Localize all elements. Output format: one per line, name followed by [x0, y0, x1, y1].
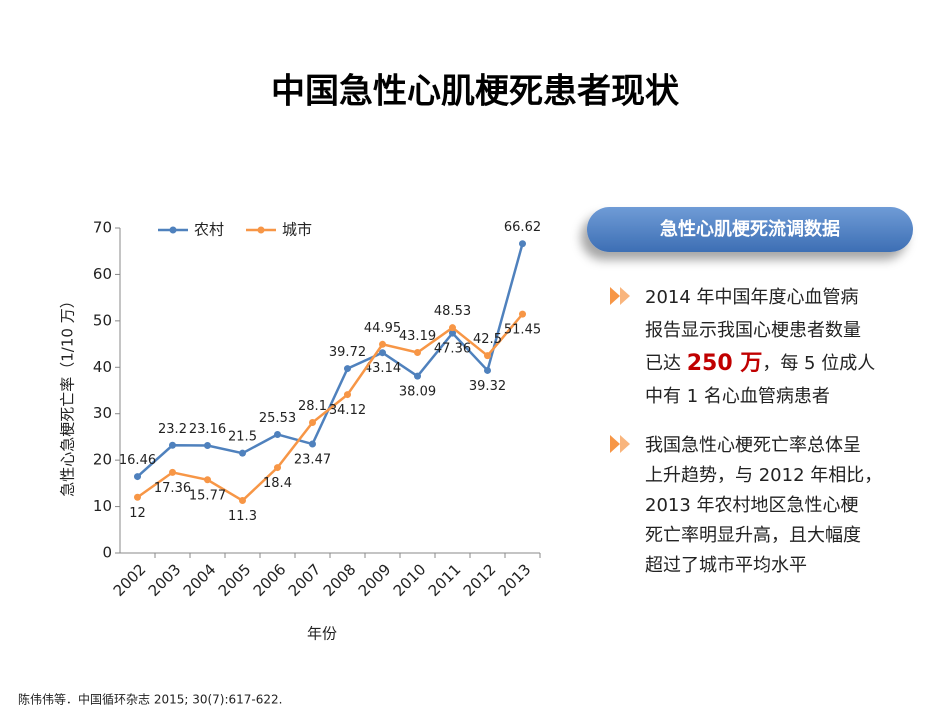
- data-label: 17.36: [154, 481, 191, 496]
- point: [519, 240, 526, 248]
- y-tick-label: 50: [93, 311, 112, 329]
- bullet-icon: [610, 287, 630, 453]
- point: [449, 329, 456, 337]
- point: [239, 497, 246, 505]
- bullet-line: 中有 1 名心血管病患者: [645, 386, 830, 407]
- bullet-line: 已达 250 万，每 5 位成人: [645, 351, 875, 376]
- point: [309, 440, 316, 448]
- point: [414, 372, 421, 380]
- data-label: 39.32: [469, 379, 506, 394]
- point: [309, 419, 316, 427]
- y-axis-title: 急性心急梗死亡率（1/10 万）: [59, 293, 77, 496]
- y-tick-label: 60: [93, 265, 112, 283]
- point: [379, 340, 386, 348]
- data-label: 25.53: [259, 411, 296, 426]
- x-tick-label: 2004: [180, 560, 220, 600]
- point: [449, 324, 456, 332]
- x-tick-label: 2013: [495, 560, 535, 600]
- point: [484, 352, 491, 360]
- x-tick-label: 2011: [425, 560, 465, 600]
- legend-label: 农村: [194, 221, 224, 239]
- x-tick-label: 2009: [355, 560, 395, 600]
- x-tick-label: 2012: [460, 560, 500, 600]
- y-tick-label: 40: [93, 358, 112, 376]
- data-label: 43.14: [364, 361, 401, 376]
- footnote: 陈伟伟等．中国循环杂志 2015; 30(7):617-622.: [18, 692, 282, 707]
- data-label: 21.5: [228, 430, 257, 445]
- y-tick-label: 30: [93, 404, 112, 422]
- data-label: 16.46: [119, 453, 156, 468]
- bullet-line: 上升趋势，与 2012 年相比，: [645, 465, 882, 486]
- x-tick-label: 2010: [390, 560, 430, 600]
- x-axis-title: 年份: [307, 625, 337, 643]
- bullet-line: 超过了城市平均水平: [645, 555, 807, 576]
- highlight: 250 万: [687, 351, 763, 376]
- legend-marker: [257, 226, 265, 234]
- y-tick-label: 20: [93, 451, 112, 469]
- point: [519, 310, 526, 318]
- point: [169, 468, 176, 476]
- data-label: 23.47: [294, 453, 331, 468]
- point: [274, 430, 281, 438]
- panel-header: 急性心肌梗死流调数据: [660, 218, 840, 240]
- point: [134, 473, 141, 481]
- bullet-line: 报告显示我国心梗患者数量: [645, 320, 861, 341]
- data-label: 38.09: [399, 385, 436, 400]
- point: [169, 441, 176, 449]
- point: [344, 365, 351, 373]
- data-label: 48.53: [434, 304, 471, 319]
- point: [344, 391, 351, 399]
- bullet-line: 2014 年中国年度心血管病: [645, 287, 859, 308]
- x-tick-label: 2003: [145, 560, 185, 600]
- point: [379, 349, 386, 357]
- x-tick-label: 2008: [320, 560, 360, 600]
- bullet-text: 已达: [645, 353, 687, 374]
- data-label: 39.72: [329, 345, 366, 360]
- slide-title: 中国急性心肌梗死患者现状: [271, 72, 680, 112]
- point: [204, 441, 211, 449]
- point: [484, 366, 491, 374]
- legend-marker: [169, 226, 177, 234]
- data-label: 43.19: [399, 329, 436, 344]
- data-label: 15.77: [189, 488, 226, 503]
- data-label: 12: [129, 506, 146, 521]
- data-label: 66.62: [504, 220, 541, 235]
- series-line: [136, 243, 524, 478]
- x-tick-label: 2006: [250, 560, 290, 600]
- data-label: 11.3: [228, 509, 257, 524]
- data-label: 23.16: [189, 422, 226, 437]
- data-label: 34.12: [329, 403, 366, 418]
- x-tick-label: 2005: [215, 560, 255, 600]
- data-label: 23.2: [158, 422, 187, 437]
- point: [414, 348, 421, 356]
- series-line: [136, 313, 524, 503]
- legend-label: 城市: [282, 221, 312, 239]
- data-label: 51.45: [504, 323, 541, 338]
- point: [274, 464, 281, 472]
- data-label: 44.95: [364, 321, 401, 336]
- point: [239, 449, 246, 457]
- y-tick-label: 0: [102, 544, 112, 562]
- panel-header-pill: [587, 207, 913, 252]
- data-label: 47.36: [434, 342, 471, 357]
- x-tick-label: 2007: [285, 560, 325, 600]
- bullet-line: 2013 年农村地区急性心梗: [645, 495, 859, 516]
- y-tick-label: 70: [93, 219, 112, 237]
- data-label: 28.1: [298, 399, 327, 414]
- y-tick-label: 10: [93, 497, 112, 515]
- point: [134, 493, 141, 501]
- bullet-line: 死亡率明显升高，且大幅度: [645, 525, 861, 546]
- data-label: 18.4: [263, 476, 292, 491]
- x-tick-label: 2002: [110, 560, 150, 600]
- data-label: 42.5: [473, 332, 502, 347]
- bullet-line: 我国急性心梗死亡率总体呈: [645, 435, 861, 456]
- bullet-text: ，每 5 位成人: [762, 353, 875, 374]
- point: [204, 476, 211, 484]
